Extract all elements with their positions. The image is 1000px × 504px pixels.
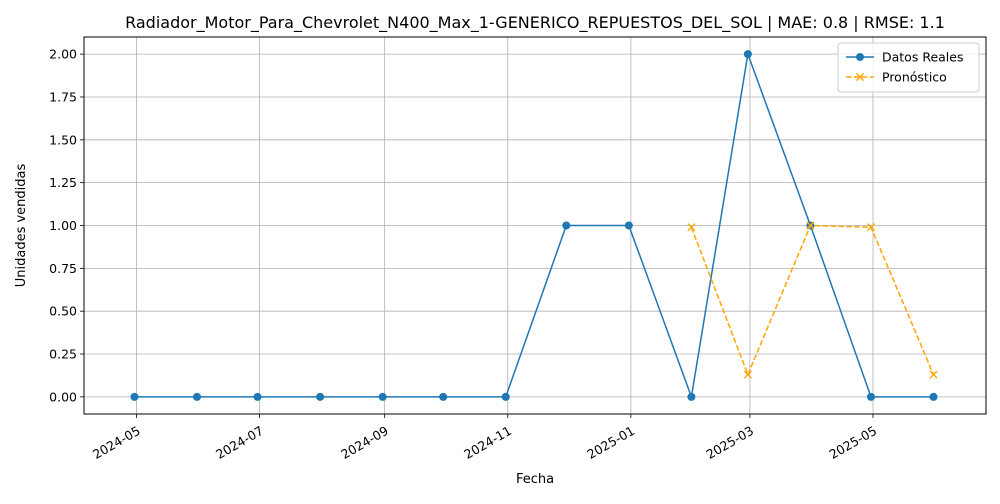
legend-marker: [855, 72, 865, 82]
data-point: [866, 223, 876, 232]
legend-box: [837, 42, 980, 93]
data-point: [866, 392, 875, 401]
y-tick-label: 0.00: [49, 389, 77, 404]
data-point: [562, 221, 571, 230]
data-point: [439, 392, 448, 401]
series-layer: [130, 50, 938, 401]
legend-item: Datos Reales: [846, 50, 963, 65]
data-point: [687, 223, 696, 232]
chart-title: Radiador_Motor_Para_Chevrolet_N400_Max_1…: [125, 13, 945, 33]
data-point: [929, 370, 938, 379]
y-tick-label: 1.75: [49, 89, 77, 104]
y-tick-label: 0.75: [49, 261, 77, 276]
y-tick-label: 1.00: [49, 218, 77, 233]
data-point: [253, 392, 262, 401]
legend: Datos Reales Pronóstico: [837, 42, 980, 93]
data-point: [193, 392, 202, 401]
y-tick-label: 0.25: [49, 347, 77, 362]
series-line: [134, 53, 934, 398]
legend-label: Datos Reales: [882, 50, 963, 65]
y-tick-label: 1.50: [49, 132, 77, 147]
legend-label: Pronóstico: [882, 70, 947, 85]
data-point: [130, 392, 139, 401]
data-point: [806, 221, 815, 230]
data-point: [743, 370, 752, 379]
data-point: [501, 392, 510, 401]
y-axis-label: Unidades vendidas: [14, 164, 29, 288]
data-point: [687, 392, 696, 401]
y-tick-label: 2.00: [49, 47, 77, 62]
x-axis-label: Fecha: [516, 472, 554, 487]
data-point: [378, 392, 387, 401]
legend-marker: [856, 53, 864, 61]
y-tick-label: 0.50: [49, 304, 77, 319]
data-point: [929, 392, 938, 401]
data-point: [316, 392, 325, 401]
data-point: [743, 50, 752, 59]
series-forecast: [687, 221, 938, 379]
y-axis-ticks: 0.00 0.25 0.50 0.75 1.00 1.25 1.50 1.75 2.00: [49, 47, 84, 404]
data-point: [624, 221, 633, 230]
y-tick-label: 1.25: [49, 175, 77, 190]
legend-item: Pronóstico: [846, 70, 947, 85]
